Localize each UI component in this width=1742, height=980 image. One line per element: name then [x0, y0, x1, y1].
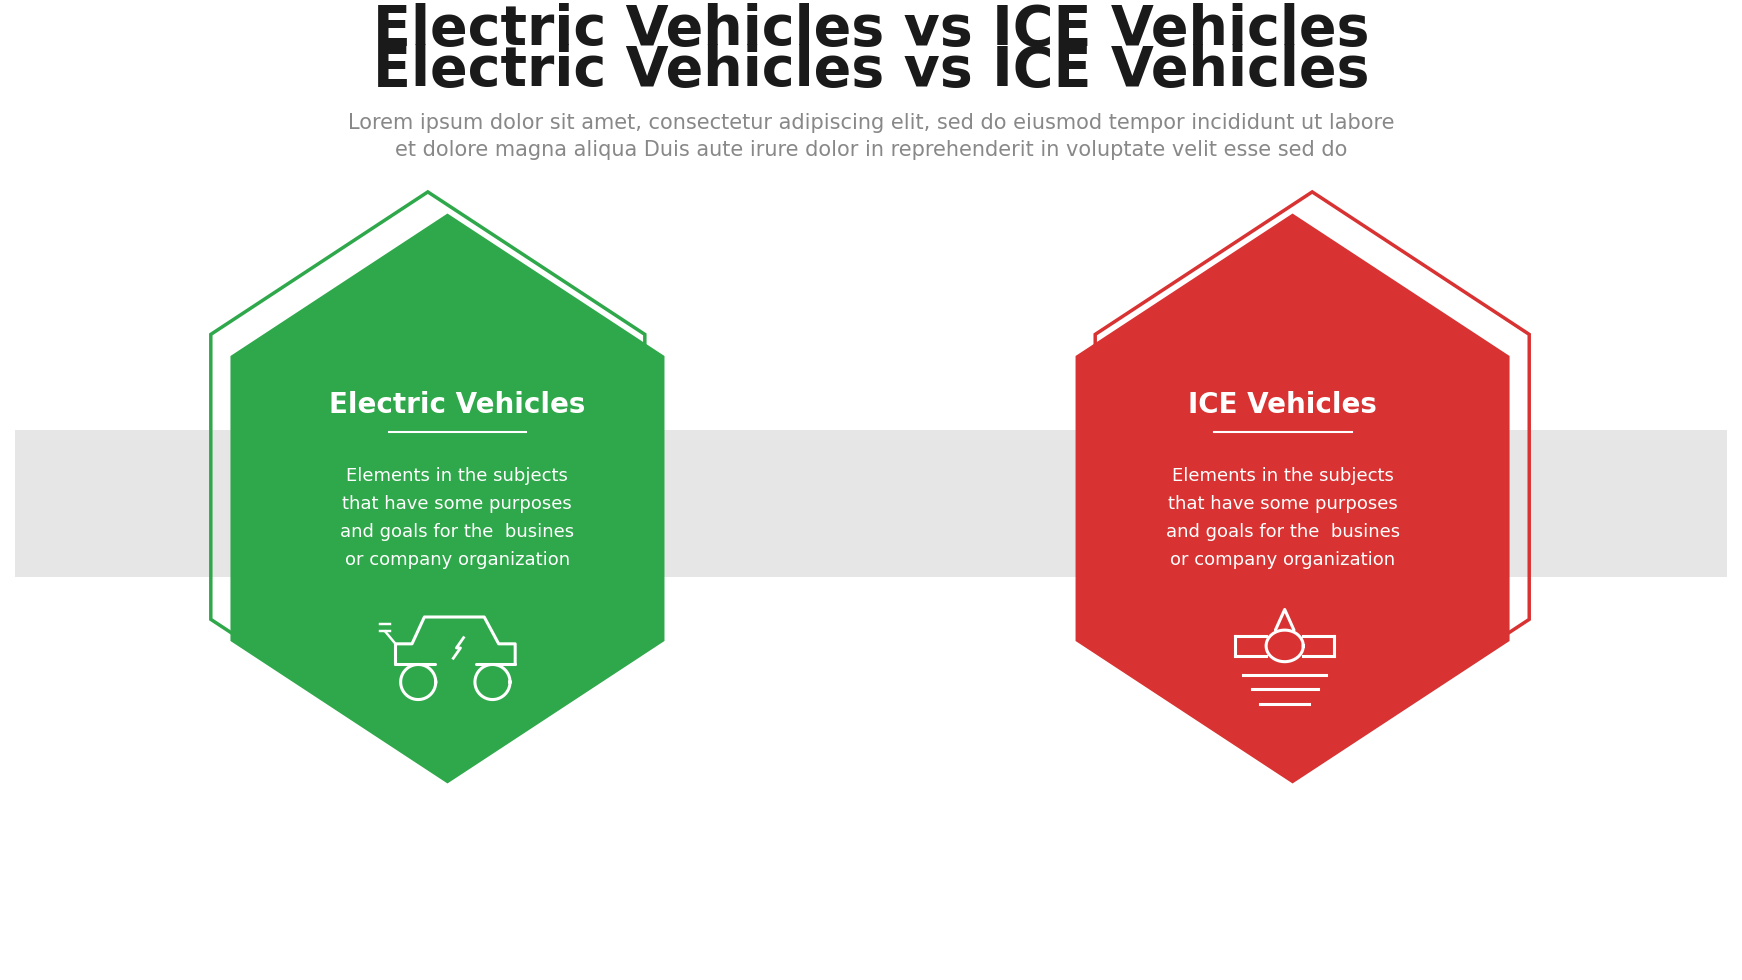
Text: Lorem ipsum dolor sit amet, consectetur adipiscing elit, sed do eiusmod tempor i: Lorem ipsum dolor sit amet, consectetur …	[348, 113, 1394, 133]
Text: Electric Vehicles: Electric Vehicles	[329, 391, 585, 419]
Text: Elements in the subjects
that have some purposes
and goals for the  busines
or c: Elements in the subjects that have some …	[340, 467, 575, 568]
Polygon shape	[1075, 214, 1510, 783]
Bar	[16, 429, 1726, 577]
Text: Elements in the subjects
that have some purposes
and goals for the  busines
or c: Elements in the subjects that have some …	[1165, 467, 1401, 568]
Text: Electric Vehicles vs ICE Vehicles: Electric Vehicles vs ICE Vehicles	[373, 44, 1369, 98]
Text: Electric Vehicles vs ICE Vehicles: Electric Vehicles vs ICE Vehicles	[373, 3, 1369, 57]
Text: et dolore magna aliqua Duis aute irure dolor in reprehenderit in voluptate velit: et dolore magna aliqua Duis aute irure d…	[395, 139, 1347, 160]
Polygon shape	[230, 214, 664, 783]
Text: ICE Vehicles: ICE Vehicles	[1188, 391, 1378, 419]
